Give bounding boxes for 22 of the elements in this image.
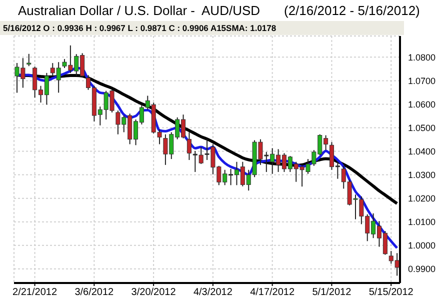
y-tick-label: 1.0200 — [408, 194, 436, 204]
chart-subtitle: (2/16/2012 - 5/16/2012) — [284, 3, 420, 18]
x-tick-label: 4/3/2012 — [193, 287, 233, 298]
chart-title: Australian Dollar / U.S. Dollar - AUD/USD — [18, 3, 260, 18]
x-tick-label: 2/21/2012 — [12, 287, 58, 298]
y-tick-label: 1.0300 — [408, 170, 436, 180]
x-tick-label: 3/6/2012 — [74, 287, 114, 298]
text: 5/16/2012 O : 0.9936 H : 0.9967 L : 0.9871 C : 0.9906 A15SMA: 1.0178 — [0, 21, 404, 35]
y-tick-label: 1.0400 — [408, 146, 436, 156]
x-tick-label: 5/15/2012 — [368, 287, 414, 298]
y-tick-label: 1.0000 — [408, 240, 436, 251]
y-tick-label: 1.0600 — [408, 99, 436, 110]
y-tick-label: 1.0500 — [408, 122, 436, 133]
x-tick-label: 3/20/2012 — [131, 287, 176, 298]
y-tick-label: 1.0100 — [408, 217, 436, 228]
x-tick-label: 5/1/2012 — [312, 287, 352, 298]
y-tick-label: 1.0800 — [408, 52, 436, 62]
candlestick — [186, 132, 192, 160]
y-tick-label: 0.9900 — [408, 264, 436, 274]
y-tick-label: 1.0700 — [408, 76, 436, 86]
x-tick-label: 4/17/2012 — [250, 287, 295, 298]
candlestick — [26, 53, 32, 67]
